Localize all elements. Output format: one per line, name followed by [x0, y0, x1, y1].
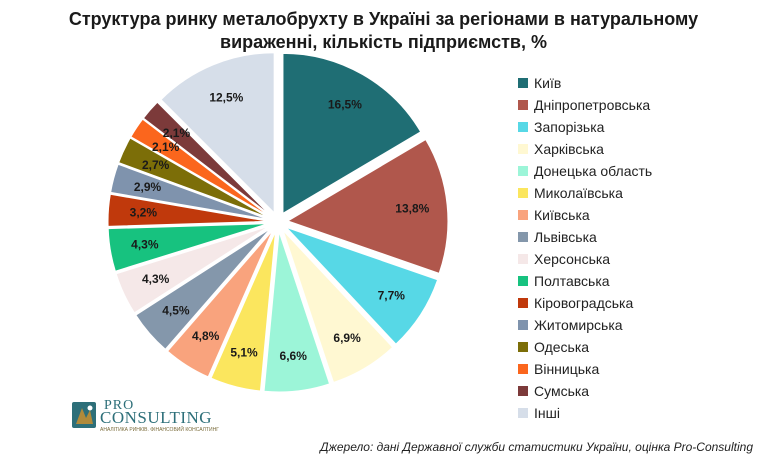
legend-item-16: Інші: [518, 402, 652, 424]
legend-label: Київська: [534, 207, 590, 223]
pie-slice-5: [263, 231, 331, 393]
legend-label: Одеська: [534, 339, 590, 355]
logo-tagline: АНАЛІТИКА РИНКІВ. ФІНАНСОВИЙ КОНСАЛТИНГ: [100, 427, 219, 433]
legend-item-1: Київ: [518, 72, 652, 94]
legend-item-3: Запорізька: [518, 116, 652, 138]
data-label-10: 4,3%: [131, 237, 159, 251]
legend-label: Полтавська: [534, 273, 610, 289]
legend-label: Сумська: [534, 383, 590, 399]
data-label-8: 4,5%: [162, 303, 190, 317]
data-label-2: 13,8%: [395, 201, 429, 215]
source-note: Джерело: дані Державної служби статистик…: [320, 440, 753, 454]
logo-consulting-text: CONSULTING: [100, 408, 213, 427]
legend-label: Миколаївська: [534, 185, 623, 201]
logo-pro-text: PRO: [104, 398, 135, 413]
pie-slice-13: [118, 137, 270, 219]
legend-item-2: Дніпропетровська: [518, 94, 652, 116]
pie-slice-16: [160, 52, 275, 214]
data-label-1: 16,5%: [328, 98, 362, 112]
legend-swatch: [518, 188, 528, 198]
legend-swatch: [518, 386, 528, 396]
legend-item-11: Кіровоградська: [518, 292, 652, 314]
legend-swatch: [518, 298, 528, 308]
data-label-11: 3,2%: [130, 206, 158, 220]
legend-label: Кіровоградська: [534, 295, 634, 311]
legend-label: Львівська: [534, 229, 597, 245]
data-label-13: 2,7%: [142, 158, 170, 172]
legend-swatch: [518, 364, 528, 374]
legend: Київ Дніпропетровська Запорізька Харківська…: [518, 72, 652, 424]
legend-swatch: [518, 122, 528, 132]
data-label-7: 4,8%: [192, 329, 220, 343]
legend-swatch: [518, 78, 528, 88]
pie-slice-15: [142, 101, 271, 216]
legend-label: Донецька область: [534, 163, 653, 179]
data-label-9: 4,3%: [142, 272, 170, 286]
pie-slice-14: [130, 118, 270, 217]
legend-swatch: [518, 408, 528, 418]
pie-slice-4: [282, 230, 394, 384]
legend-item-15: Сумська: [518, 380, 652, 402]
legend-swatch: [518, 144, 528, 154]
pie-slice-7: [166, 230, 274, 378]
legend-swatch: [518, 320, 528, 330]
legend-label: Київ: [534, 75, 562, 91]
pie-slice-3: [286, 226, 439, 345]
data-label-15: 2,1%: [163, 126, 191, 140]
pie-slice-8: [135, 228, 271, 350]
legend-label: Херсонська: [534, 251, 611, 267]
pie-slice-10: [107, 223, 269, 272]
pie-data-labels: 16,5% 13,8% 7,7% 6,9% 6,6% 5,1% 4,8%4,5% 4,3% 4,…: [130, 90, 430, 363]
legend-swatch: [518, 100, 528, 110]
data-label-6: 5,1%: [230, 346, 258, 360]
legend-label: Запорізька: [534, 119, 605, 135]
pie-slices: [107, 52, 449, 393]
pie-slice-12: [110, 163, 269, 220]
legend-label: Дніпропетровська: [534, 97, 651, 113]
legend-item-13: Одеська: [518, 336, 652, 358]
data-label-4: 6,9%: [333, 331, 361, 345]
legend-swatch: [518, 166, 528, 176]
pie-slice-9: [115, 225, 270, 314]
legend-swatch: [518, 342, 528, 352]
data-label-14: 2,1%: [152, 140, 180, 154]
legend-swatch: [518, 210, 528, 220]
data-label-16: 12,5%: [209, 90, 243, 104]
pie-slice-1: [282, 52, 422, 215]
legend-item-7: Київська: [518, 204, 652, 226]
legend-item-14: Вінницька: [518, 358, 652, 380]
legend-item-10: Полтавська: [518, 270, 652, 292]
legend-label: Вінницька: [534, 361, 600, 377]
chart-title: Структура ринку металобрухту в Україні з…: [0, 8, 767, 54]
legend-swatch: [518, 254, 528, 264]
legend-swatch: [518, 232, 528, 242]
pro-consulting-logo: PRO CONSULTING АНАЛІТИКА РИНКІВ. ФІНАНСО…: [70, 398, 220, 434]
legend-label: Харківська: [534, 141, 604, 157]
legend-item-4: Харківська: [518, 138, 652, 160]
chart-title-line-1: Структура ринку металобрухту в Україні з…: [68, 9, 699, 29]
data-label-3: 7,7%: [378, 288, 406, 302]
chart-title-line-2: вираженні, кількість підприємств, %: [220, 32, 547, 52]
logo-emblem-icon: [72, 402, 96, 428]
legend-item-5: Донецька область: [518, 160, 652, 182]
legend-swatch: [518, 276, 528, 286]
legend-item-8: Львівська: [518, 226, 652, 248]
data-label-5: 6,6%: [280, 349, 308, 363]
legend-label: Житомирська: [534, 317, 623, 333]
legend-label: Інші: [534, 405, 560, 421]
legend-item-6: Миколаївська: [518, 182, 652, 204]
pie-slice-2: [286, 138, 449, 274]
pie-slice-11: [107, 193, 269, 227]
data-label-12: 2,9%: [134, 180, 162, 194]
pie-slice-6: [210, 231, 276, 392]
legend-item-12: Житомирська: [518, 314, 652, 336]
legend-item-9: Херсонська: [518, 248, 652, 270]
